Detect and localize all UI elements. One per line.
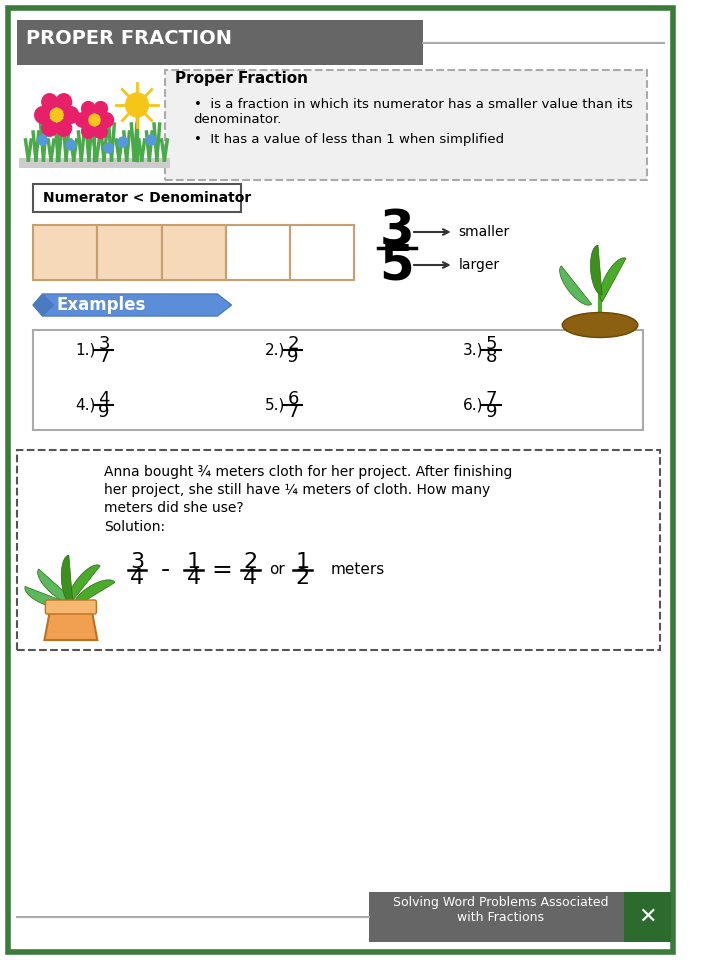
Text: -: - [161,558,170,582]
Text: 9: 9 [98,403,109,421]
Polygon shape [33,294,54,316]
Text: 1.): 1.) [76,343,96,357]
Circle shape [42,120,58,136]
Text: 1: 1 [295,552,310,572]
Text: 2: 2 [295,568,310,588]
Circle shape [56,94,71,110]
Text: larger: larger [459,258,500,272]
Text: 5: 5 [485,335,497,353]
Text: ✕: ✕ [638,907,657,927]
Polygon shape [33,294,232,316]
Text: •  It has a value of less than 1 when simplified: • It has a value of less than 1 when sim… [194,133,504,146]
Text: Numerator < Denominator: Numerator < Denominator [42,191,251,205]
Text: 4: 4 [243,568,258,588]
Text: 2.): 2.) [264,343,285,357]
FancyBboxPatch shape [33,184,241,212]
Text: 2: 2 [243,552,258,572]
Text: 7: 7 [287,403,299,421]
FancyBboxPatch shape [17,450,660,650]
Polygon shape [45,610,97,640]
Polygon shape [61,555,73,605]
FancyBboxPatch shape [17,20,423,65]
Text: 7: 7 [485,390,497,408]
Text: Anna bought ¾ meters cloth for her project. After finishing: Anna bought ¾ meters cloth for her proje… [104,465,513,479]
Circle shape [50,108,63,122]
Circle shape [37,135,48,145]
FancyBboxPatch shape [19,158,170,168]
FancyBboxPatch shape [161,225,226,280]
FancyBboxPatch shape [226,225,290,280]
Text: 3: 3 [379,208,414,256]
Circle shape [94,102,107,116]
Text: =: = [212,558,233,582]
FancyBboxPatch shape [369,892,624,942]
Circle shape [81,102,95,116]
Circle shape [100,113,114,127]
Text: 3.): 3.) [463,343,484,357]
FancyBboxPatch shape [33,225,97,280]
Circle shape [56,120,71,136]
Text: 4: 4 [186,568,201,588]
Polygon shape [68,564,100,604]
Circle shape [118,137,127,147]
Text: 6.): 6.) [463,397,484,413]
Text: 3: 3 [130,552,144,572]
Circle shape [35,107,50,123]
Text: meters did she use?: meters did she use? [104,501,243,515]
Circle shape [94,124,107,138]
FancyBboxPatch shape [45,600,96,614]
Text: Examples: Examples [57,296,146,314]
Circle shape [126,93,148,117]
Polygon shape [600,258,626,301]
FancyBboxPatch shape [166,70,647,180]
FancyBboxPatch shape [624,892,671,942]
Text: 4: 4 [130,568,144,588]
Text: 3: 3 [98,335,109,353]
Text: 5.): 5.) [264,397,285,413]
Circle shape [146,135,156,145]
Text: or: or [269,563,284,578]
Polygon shape [24,587,69,608]
Text: smaller: smaller [459,225,510,239]
Polygon shape [590,245,602,295]
Polygon shape [559,266,592,305]
Text: 6: 6 [287,390,299,408]
Circle shape [63,107,78,123]
Circle shape [76,113,89,127]
Circle shape [66,140,76,150]
FancyBboxPatch shape [97,225,161,280]
Text: her project, she still have ¼ meters of cloth. How many: her project, she still have ¼ meters of … [104,483,490,497]
Text: 8: 8 [486,348,497,366]
Text: 9: 9 [485,403,497,421]
Ellipse shape [562,313,638,338]
Text: 4.): 4.) [76,397,96,413]
FancyBboxPatch shape [290,225,354,280]
Text: meters: meters [330,563,385,578]
Circle shape [89,114,100,126]
Circle shape [81,124,95,138]
Polygon shape [37,569,75,603]
Text: Proper Fraction: Proper Fraction [175,70,308,85]
Text: 7: 7 [98,348,109,366]
Polygon shape [73,580,115,608]
Text: 1: 1 [186,552,201,572]
Text: Solving Word Problems Associated
with Fractions: Solving Word Problems Associated with Fr… [393,896,608,924]
Text: •  is a fraction in which its numerator has a smaller value than its denominator: • is a fraction in which its numerator h… [194,98,632,126]
FancyBboxPatch shape [7,8,672,952]
Text: 2: 2 [287,335,299,353]
Text: 9: 9 [287,348,299,366]
Circle shape [42,94,58,110]
Text: PROPER FRACTION: PROPER FRACTION [27,29,233,47]
Text: 5: 5 [379,241,414,289]
FancyBboxPatch shape [33,330,642,430]
Text: Solution:: Solution: [104,520,165,534]
Text: 4: 4 [98,390,109,408]
Circle shape [104,143,113,153]
